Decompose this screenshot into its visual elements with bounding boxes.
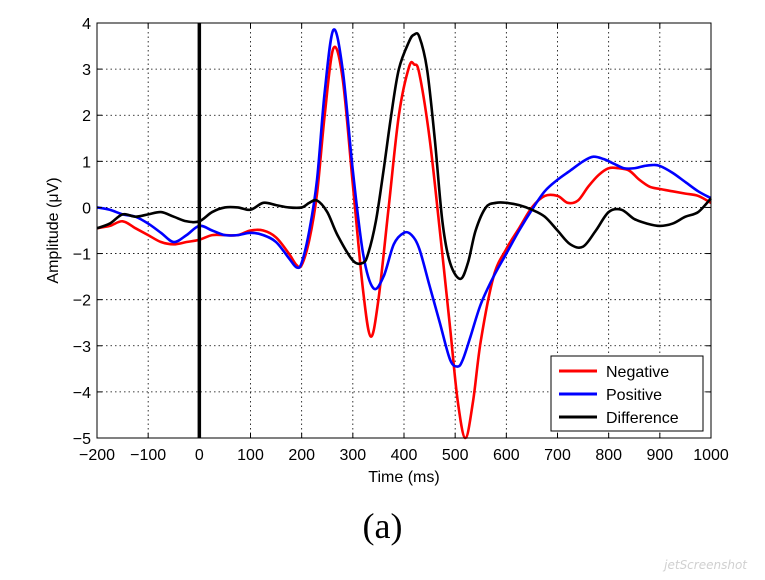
x-tick-label: 900: [646, 447, 673, 464]
x-tick-label: −200: [79, 447, 115, 464]
series-line-difference: [96, 31, 712, 281]
legend-label-negative: Negative: [606, 364, 669, 381]
y-tick-label: 2: [82, 108, 91, 125]
series-lines: [96, 28, 712, 440]
x-tick-label: 800: [595, 447, 622, 464]
y-tick-label: −2: [73, 293, 91, 310]
x-tick-label: 200: [288, 447, 315, 464]
x-tick-label: 300: [339, 447, 366, 464]
x-tick-label: 100: [237, 447, 264, 464]
axes: [96, 22, 712, 439]
y-tick-label: 4: [82, 16, 91, 33]
legend-label-positive: Positive: [606, 387, 662, 404]
y-tick-label: −3: [73, 339, 91, 356]
legend: Negative Positive Difference: [550, 355, 704, 432]
legend-label-difference: Difference: [606, 410, 679, 427]
y-tick-label: 0: [82, 200, 91, 217]
x-axis-label: Time (ms): [368, 469, 439, 486]
tick-labels: −200 −100 0 100 200 300 400 500 600 700 800 900 1000…: [73, 16, 729, 464]
grid: [97, 23, 711, 438]
y-axis-label: Amplitude (μV): [45, 177, 62, 283]
x-tick-label: 600: [493, 447, 520, 464]
y-tick-label: 3: [82, 62, 91, 79]
y-tick-label: −1: [73, 247, 91, 264]
x-tick-label: −100: [130, 447, 166, 464]
y-tick-label: −5: [73, 431, 91, 448]
figure-caption: (a): [362, 506, 403, 546]
x-tick-label: 1000: [693, 447, 729, 464]
series-line-positive: [96, 28, 712, 368]
y-tick-label: 1: [82, 154, 91, 171]
chart-figure: −200 −100 0 100 200 300 400 500 600 700 800 900 1000…: [45, 16, 729, 486]
x-tick-label: 0: [195, 447, 204, 464]
watermark-logo: jetScreenshot: [664, 558, 747, 572]
x-tick-label: 400: [391, 447, 418, 464]
amplitude-time-chart: −200 −100 0 100 200 300 400 500 600 700 800 900 1000…: [45, 16, 729, 486]
y-tick-label: −4: [73, 385, 91, 402]
x-tick-label: 700: [544, 447, 571, 464]
x-tick-label: 500: [442, 447, 469, 464]
